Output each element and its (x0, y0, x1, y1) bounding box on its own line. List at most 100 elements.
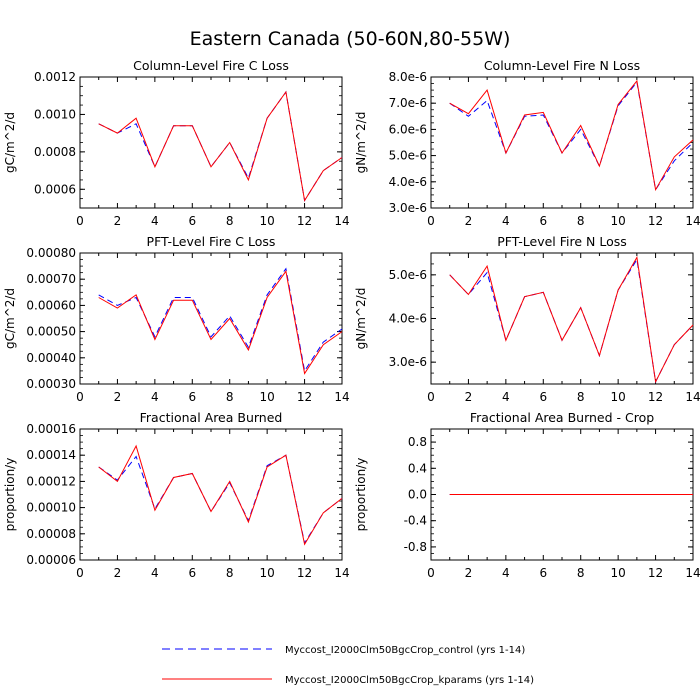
y-axis-label: gC/m^2/d (3, 288, 17, 349)
x-tick-label: 12 (648, 390, 663, 404)
x-tick-label: 12 (297, 390, 312, 404)
series-line-kparams (449, 255, 694, 384)
x-tick-label: 8 (577, 566, 585, 580)
y-tick-label: 3.0e-6 (389, 201, 427, 215)
series-line-kparams (98, 444, 343, 546)
x-tick-label: 4 (502, 566, 510, 580)
panel-title: Column-Level Fire N Loss (484, 58, 640, 73)
x-tick-label: 6 (539, 214, 547, 228)
y-tick-label: 0.0012 (34, 70, 76, 84)
x-tick-label: 12 (648, 566, 663, 580)
series-line-kparams (98, 270, 343, 375)
y-axis-label: gC/m^2/d (3, 112, 17, 173)
x-tick-label: 12 (648, 214, 663, 228)
x-tick-label: 10 (611, 214, 626, 228)
x-tick-label: 2 (465, 214, 473, 228)
x-tick-label: 10 (611, 390, 626, 404)
x-tick-label: 0 (76, 566, 84, 580)
x-tick-label: 0 (76, 390, 84, 404)
x-tick-label: 10 (260, 566, 275, 580)
x-tick-label: 6 (539, 390, 547, 404)
y-tick-label: 5.0e-6 (389, 149, 427, 163)
y-tick-label: 0.00040 (26, 351, 76, 365)
y-tick-label: -0.8 (404, 540, 427, 554)
y-tick-label: 0.00016 (26, 422, 76, 436)
x-tick-label: 14 (334, 566, 349, 580)
chart-panels: Column-Level Fire C Loss gC/m^2/d 0 2 4 6 8 10 1… (3, 58, 700, 580)
y-tick-label: 0.00070 (26, 272, 76, 286)
panel-title: Column-Level Fire C Loss (133, 58, 289, 73)
y-axis-label: proportion/y (3, 458, 17, 532)
x-tick-label: 10 (611, 566, 626, 580)
panel-1: Column-Level Fire C Loss gC/m^2/d 0 2 4 6 8 10 1… (3, 58, 350, 228)
x-tick-label: 4 (151, 214, 159, 228)
y-tick-label: 0.0008 (34, 145, 76, 159)
legend-label-control: Myccost_I2000Clm50BgcCrop_control (yrs 1… (285, 645, 525, 656)
x-tick-label: 2 (465, 566, 473, 580)
x-tick-label: 14 (685, 390, 700, 404)
x-tick-label: 2 (465, 390, 473, 404)
series-line-control (98, 454, 343, 545)
y-tick-label: 0.00030 (26, 377, 76, 391)
y-axis-label: proportion/y (354, 458, 368, 532)
plot-frame (430, 252, 694, 385)
y-tick-label: 0.00008 (26, 527, 76, 541)
series-line-kparams (98, 90, 343, 202)
panel-title: PFT-Level Fire C Loss (147, 234, 276, 249)
x-tick-label: 6 (188, 390, 196, 404)
y-tick-label: 6.0e-6 (389, 122, 427, 136)
plot-frame (79, 428, 343, 561)
x-tick-label: 0 (76, 214, 84, 228)
x-tick-label: 0 (427, 390, 435, 404)
x-tick-label: 2 (114, 214, 122, 228)
x-tick-label: 12 (297, 214, 312, 228)
x-tick-label: 12 (297, 566, 312, 580)
y-tick-label: 8.0e-6 (389, 70, 427, 84)
panel-2: Column-Level Fire N Loss gN/m^2/d 0 2 4 6 8 10 1… (354, 58, 700, 228)
x-tick-label: 14 (334, 390, 349, 404)
y-tick-label: 4.0e-6 (389, 175, 427, 189)
x-tick-label: 4 (151, 566, 159, 580)
x-tick-label: 4 (502, 214, 510, 228)
x-tick-label: 8 (226, 390, 234, 404)
y-tick-label: 0.4 (408, 461, 427, 475)
series-line-control (98, 90, 343, 202)
panel-5: Fractional Area Burned proportion/y 0 2 4 6 8 1… (3, 410, 350, 580)
x-tick-label: 4 (151, 390, 159, 404)
panel-6: Fractional Area Burned - Crop proportion/… (354, 410, 700, 580)
x-tick-label: 8 (577, 390, 585, 404)
y-tick-label: 0.00012 (26, 474, 76, 488)
x-tick-label: 2 (114, 566, 122, 580)
y-tick-label: 0.0 (408, 488, 427, 502)
y-tick-label: 0.8 (408, 435, 427, 449)
x-tick-label: 4 (502, 390, 510, 404)
panel-title: Fractional Area Burned - Crop (470, 410, 654, 425)
legend: Myccost_I2000Clm50BgcCrop_control (yrs 1… (162, 645, 534, 686)
x-tick-label: 0 (427, 214, 435, 228)
legend-label-kparams: Myccost_I2000Clm50BgcCrop_kparams (yrs 1… (285, 675, 534, 686)
x-tick-label: 2 (114, 390, 122, 404)
y-tick-label: 0.00014 (26, 448, 76, 462)
y-tick-label: 5.0e-6 (389, 268, 427, 282)
panel-title: PFT-Level Fire N Loss (497, 234, 627, 249)
x-tick-label: 6 (188, 566, 196, 580)
series-line-control (449, 81, 694, 192)
y-tick-label: 0.00050 (26, 325, 76, 339)
figure-title: Eastern Canada (50-60N,80-55W) (190, 28, 511, 50)
panel-4: PFT-Level Fire N Loss gN/m^2/d 0 2 4 6 8 10 12 14… (354, 234, 700, 404)
plot-frame (430, 76, 694, 209)
x-tick-label: 0 (427, 566, 435, 580)
x-tick-label: 14 (685, 566, 700, 580)
y-tick-label: 0.00060 (26, 298, 76, 312)
series-line-control (449, 258, 694, 384)
y-tick-label: 0.0010 (34, 107, 76, 121)
y-axis-label: gN/m^2/d (354, 288, 368, 350)
y-tick-label: 0.00080 (26, 246, 76, 260)
y-tick-label: 0.0006 (34, 182, 76, 196)
x-tick-label: 6 (188, 214, 196, 228)
x-tick-label: 14 (334, 214, 349, 228)
panel-3: PFT-Level Fire C Loss gC/m^2/d 0 2 4 6 8 10 12 14… (3, 234, 350, 404)
y-tick-label: 0.00006 (26, 553, 76, 567)
y-tick-label: -0.4 (404, 514, 427, 528)
